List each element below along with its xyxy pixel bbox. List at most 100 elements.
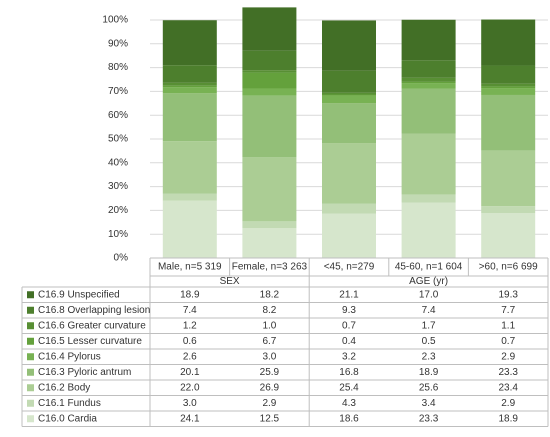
y-tick-label: 0% [114, 253, 129, 264]
table-value: 23.3 [419, 413, 439, 424]
legend-swatch [27, 415, 34, 423]
y-tick-label: 100% [102, 15, 128, 26]
bar-segment [401, 77, 456, 82]
bar-segment [242, 157, 297, 222]
table-value: 22.0 [180, 382, 200, 393]
bar-segment [322, 95, 376, 104]
table-value: 18.9 [419, 367, 439, 378]
table-value: 25.9 [260, 367, 280, 378]
bar-segment [401, 81, 456, 84]
bar-segment [242, 221, 297, 229]
legend-label: C16.2 Body [38, 382, 90, 393]
bar-segment [481, 213, 536, 258]
table-value: 2.9 [262, 398, 276, 409]
y-tick-label: 70% [108, 86, 128, 97]
table-value: 4.3 [342, 398, 356, 409]
bar-segment [162, 20, 217, 66]
bar-segment [322, 203, 376, 214]
table-value: 3.2 [342, 351, 356, 362]
legend-label: C16.4 Pylorus [38, 351, 101, 362]
x-tick-label: >60, n=6 699 [479, 262, 538, 273]
table-value: 18.6 [339, 413, 359, 424]
bar-segment [242, 88, 297, 96]
y-tick-label: 80% [108, 62, 128, 73]
bar-segment [481, 86, 536, 89]
y-tick-label: 50% [108, 134, 128, 145]
bar-segment [481, 94, 536, 151]
legend-swatch [27, 399, 34, 407]
legend-swatch [27, 306, 34, 314]
table-value: 16.8 [339, 367, 359, 378]
table-value: 1.0 [262, 320, 276, 331]
bar-segment [322, 20, 376, 71]
bar-segment [401, 133, 456, 195]
table-value: 2.9 [501, 351, 515, 362]
table-value: 0.7 [501, 336, 515, 347]
table-value: 2.6 [183, 351, 197, 362]
bar-segment [242, 228, 297, 258]
y-tick-label: 90% [108, 38, 128, 49]
legend-label: C16.9 Unspecified [38, 289, 120, 300]
bar-segment [162, 65, 217, 83]
bar-segment [481, 150, 536, 207]
bar-segment [481, 65, 536, 84]
legend-label: C16.5 Lesser curvature [38, 336, 142, 347]
bar-segment [481, 19, 536, 66]
bar-segment [242, 70, 297, 73]
x-tick-label: Male, n=5 319 [158, 262, 222, 273]
bar-segment [401, 83, 456, 89]
bar-segment [162, 200, 217, 258]
group-label: SEX [220, 276, 240, 287]
table-value: 18.9 [180, 289, 200, 300]
bar-segment [322, 94, 376, 96]
table-value: 17.0 [419, 289, 439, 300]
bar-segment [242, 7, 297, 51]
table-value: 2.3 [422, 351, 436, 362]
table-value: 24.1 [180, 413, 200, 424]
bar-segment [322, 70, 376, 93]
table-value: 0.6 [183, 336, 197, 347]
bar-segment [242, 50, 297, 71]
bar-segment [401, 19, 456, 61]
legend-swatch [27, 337, 34, 345]
legend-swatch [27, 291, 34, 299]
legend-swatch [27, 353, 34, 361]
table-value: 0.7 [342, 320, 356, 331]
bar-segment [162, 82, 217, 86]
table-value: 0.4 [342, 336, 356, 347]
group-label: AGE (yr) [409, 276, 448, 287]
table-value: 2.9 [501, 398, 515, 409]
table-value: 25.6 [419, 382, 439, 393]
table-value: 20.1 [180, 367, 200, 378]
table-value: 25.4 [339, 382, 359, 393]
bar-segment [242, 95, 297, 158]
bar-segment [401, 202, 456, 258]
bar-segment [162, 93, 217, 142]
bar-segment [162, 85, 217, 88]
bar-segment [401, 88, 456, 134]
legend-label: C16.6 Greater curvature [38, 320, 146, 331]
bar-segment [322, 103, 376, 144]
bar-segment [481, 88, 536, 95]
table-value: 3.0 [183, 398, 197, 409]
y-tick-label: 20% [108, 205, 128, 216]
table-value: 7.4 [183, 305, 197, 316]
bar-segment [322, 92, 376, 95]
table-value: 7.7 [501, 305, 515, 316]
table-value: 21.1 [339, 289, 359, 300]
table-value: 3.0 [262, 351, 276, 362]
legend-label: C16.0 Cardia [38, 413, 97, 424]
table-value: 8.2 [262, 305, 276, 316]
y-tick-label: 30% [108, 181, 128, 192]
legend-label: C16.1 Fundus [38, 398, 101, 409]
bar-segment [481, 206, 536, 214]
legend-label: C16.8 Overlapping lesion [38, 305, 150, 316]
bar-segment [242, 72, 297, 89]
x-tick-label: 45-60, n=1 604 [395, 262, 463, 273]
table-value: 26.9 [260, 382, 280, 393]
table-value: 3.4 [422, 398, 436, 409]
legend-swatch [27, 368, 34, 376]
bar-segment [481, 83, 536, 87]
table-value: 18.9 [498, 413, 518, 424]
